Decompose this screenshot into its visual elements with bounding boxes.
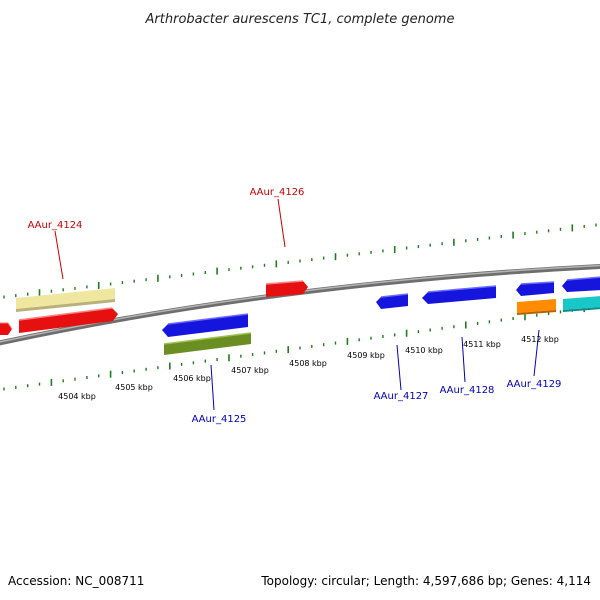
leader-aaur-4129: [533, 329, 540, 377]
topology-text: Topology: circular; Length: 4,597,686 bp…: [260, 574, 591, 588]
map-title: Arthrobacter aurescens TC1, complete gen…: [145, 12, 455, 27]
scale-label: 4508 kbp: [289, 359, 327, 368]
feature-blue-b-highlight: [380, 293, 409, 298]
gene-label-aaur-4126[interactable]: AAur_4126: [250, 187, 305, 198]
gene-labels: AAur_4124 AAur_4126 AAur_4125 AAur_4127 …: [28, 187, 562, 425]
feature-cyan-shadow: [563, 307, 600, 312]
reverse-strand-features: [162, 276, 600, 355]
feature-blue-e[interactable]: [562, 277, 600, 292]
feature-red-c[interactable]: [266, 281, 308, 297]
leader-aaur-4124: [54, 230, 64, 280]
feature-orange-shadow: [517, 310, 556, 315]
feature-red-b[interactable]: [19, 308, 118, 333]
gene-label-aaur-4128[interactable]: AAur_4128: [440, 385, 495, 396]
feature-red-b-highlight: [18, 307, 113, 321]
feature-blue-a[interactable]: [162, 314, 248, 337]
feature-blue-b[interactable]: [376, 294, 408, 309]
feature-red-a-highlight: [0, 322, 13, 330]
gene-label-aaur-4129[interactable]: AAur_4129: [507, 379, 562, 390]
scale-label: 4511 kbp: [463, 340, 501, 349]
tick-row-top: [3, 223, 597, 299]
gene-label-aaur-4127[interactable]: AAur_4127: [374, 391, 429, 402]
scale-label: 4506 kbp: [173, 374, 211, 383]
feature-blue-c[interactable]: [422, 286, 496, 304]
feature-red-c-highlight: [265, 280, 304, 285]
feature-yellow-shadow: [16, 299, 115, 312]
leader-aaur-4126: [277, 198, 286, 248]
gene-label-aaur-4124[interactable]: AAur_4124: [28, 220, 83, 231]
gene-label-leaders: [54, 198, 540, 411]
feature-olive[interactable]: [164, 333, 251, 355]
feature-orange[interactable]: [517, 299, 556, 313]
gene-label-aaur-4125[interactable]: AAur_4125: [192, 414, 247, 425]
forward-strand-features: [0, 280, 308, 335]
leader-aaur-4127: [396, 344, 402, 391]
feature-olive-highlight: [163, 332, 252, 345]
feature-blue-d-highlight: [520, 281, 555, 285]
feature-yellow[interactable]: [16, 288, 115, 309]
leader-aaur-4128: [461, 336, 466, 383]
leader-aaur-4125: [210, 364, 215, 411]
scale-label: 4507 kbp: [231, 366, 269, 375]
feature-blue-a-highlight: [167, 313, 249, 325]
scale-label: 4509 kbp: [347, 351, 385, 360]
scale-label: 4504 kbp: [58, 392, 96, 401]
feature-blue-c-highlight: [427, 285, 497, 293]
feature-red-a[interactable]: [0, 323, 12, 335]
feature-blue-e-highlight: [566, 276, 600, 281]
scale-label: 4512 kbp: [521, 335, 559, 344]
scale-label: 4505 kbp: [115, 383, 153, 392]
scale-labels: 4504 kbp 4505 kbp 4506 kbp 4507 kbp 4508…: [58, 335, 559, 401]
accession-text: Accession: NC_008711: [8, 574, 144, 588]
feature-cyan[interactable]: [563, 296, 600, 310]
scale-label: 4510 kbp: [405, 346, 443, 355]
feature-blue-d[interactable]: [516, 282, 554, 296]
